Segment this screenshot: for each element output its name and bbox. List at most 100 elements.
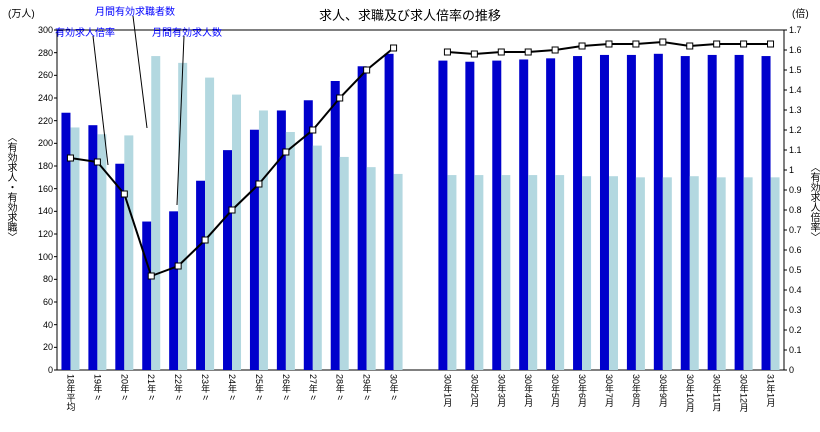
ratio-marker [201, 236, 209, 244]
left-axis-tick-label: 0 [47, 365, 53, 375]
right-axis-tick-label: 1.2 [789, 125, 802, 135]
bar-job-seekers [366, 167, 376, 370]
right-axis-tick-label: 0.9 [789, 185, 802, 195]
ratio-marker [578, 42, 586, 50]
bar-job-seekers [770, 177, 780, 370]
bar-job-offers [142, 221, 152, 370]
right-axis-tick-label: 0.8 [789, 205, 802, 215]
bar-job-seekers [178, 62, 188, 370]
bar-job-seekers [70, 127, 80, 370]
x-axis-category-label: 25年〃 [253, 374, 264, 403]
annotation-ratio-label: 有効求人倍率 [55, 28, 115, 39]
ratio-marker [605, 40, 613, 48]
plot-area [56, 29, 785, 371]
right-axis-tick-label: 0 [789, 365, 795, 375]
bar-job-offers [249, 129, 259, 370]
x-axis-category-label: 30年〃 [388, 374, 399, 403]
bar-job-offers [465, 61, 475, 370]
bar-job-seekers [474, 175, 484, 370]
x-axis-category-label: 27年〃 [307, 374, 318, 403]
bar-job-offers [276, 110, 286, 370]
bar-job-seekers [205, 77, 215, 370]
x-axis-category-label: 30年6月 [577, 374, 588, 408]
x-axis-category-label: 30年1月 [442, 374, 453, 408]
left-axis-tick-label: 280 [37, 47, 53, 58]
right-axis-tick-label: 0.7 [789, 225, 802, 235]
left-axis-tick-label: 120 [37, 229, 53, 239]
x-axis-category-label: 30年10月 [684, 374, 695, 413]
bar-job-offers [546, 58, 556, 370]
bar-job-offers [357, 66, 367, 371]
bar-job-offers [599, 54, 609, 370]
bar-job-offers [438, 60, 448, 370]
left-axis-title: 〈有効求人・有効求職〉 [5, 132, 16, 242]
x-axis-category-label: 28年〃 [334, 374, 345, 403]
ratio-marker [120, 190, 128, 198]
bar-job-seekers [232, 94, 242, 370]
bar-job-offers [303, 100, 313, 371]
bar-job-offers [384, 53, 394, 371]
right-axis-unit: (倍) [792, 9, 809, 20]
x-axis-category-label: 23年〃 [200, 374, 211, 403]
bar-job-offers [223, 150, 233, 370]
ratio-marker [686, 42, 694, 50]
right-axis-tick-label: 0.5 [789, 265, 802, 275]
bar-job-seekers [528, 175, 538, 370]
bar-job-offers [707, 54, 717, 370]
x-axis-category-label: 19年〃 [92, 374, 103, 403]
x-axis-category-label: 30年8月 [630, 374, 641, 408]
bar-job-offers [492, 60, 502, 370]
x-axis-category-label: 22年〃 [173, 374, 184, 403]
bar-job-seekers [97, 134, 107, 370]
x-axis-category-label: 30年7月 [603, 374, 614, 408]
annotation-seekers-label: 月間有効求職者数 [95, 7, 175, 18]
annotation-offers-label: 月間有効求人数 [152, 28, 222, 39]
bar-job-seekers [582, 176, 592, 370]
bar-job-seekers [689, 176, 699, 370]
left-axis-tick-label: 60 [42, 297, 53, 307]
left-axis-tick-label: 260 [37, 70, 53, 81]
ratio-marker [767, 40, 775, 48]
ratio-marker [147, 272, 155, 280]
x-axis-category-label: 30年11月 [711, 374, 722, 412]
bar-job-seekers [124, 135, 134, 370]
right-axis-tick-label: 0.6 [789, 245, 802, 255]
bar-job-offers [573, 56, 583, 371]
bar-job-offers [653, 53, 663, 371]
ratio-marker [740, 40, 748, 48]
bar-job-seekers [258, 110, 268, 370]
bar-job-offers [734, 54, 744, 370]
left-axis-tick-label: 180 [37, 161, 53, 171]
bar-job-offers [626, 54, 636, 370]
bar-job-seekers [716, 177, 726, 370]
ratio-marker [443, 48, 451, 56]
bar-job-offers [196, 180, 206, 370]
ratio-marker [309, 126, 317, 134]
left-axis-tick-label: 40 [42, 319, 53, 330]
right-axis-tick-label: 0.1 [789, 345, 802, 355]
left-axis-unit: (万人) [8, 9, 35, 20]
left-axis-tick-label: 240 [37, 93, 53, 103]
left-axis-tick-label: 160 [37, 183, 53, 194]
ratio-marker [713, 40, 721, 48]
x-axis-category-label: 30年4月 [523, 374, 534, 408]
annotation-leader-line [92, 35, 109, 166]
ratio-marker [524, 48, 532, 56]
right-axis-tick-label: 1.4 [789, 85, 802, 95]
bar-job-seekers [151, 56, 161, 371]
ratio-marker [336, 94, 344, 102]
right-axis-tick-label: 1.6 [789, 45, 802, 55]
ratio-marker [282, 148, 290, 156]
ratio-marker [390, 44, 398, 52]
bar-job-offers [115, 163, 125, 370]
bar-job-seekers [743, 177, 753, 370]
bar-job-seekers [635, 177, 645, 370]
bar-job-offers [330, 81, 340, 370]
ratio-marker [93, 158, 101, 166]
ratio-marker [551, 46, 559, 54]
right-axis-title: 〈有効求人倍率〉 [808, 162, 819, 242]
x-axis-category-label: 31年1月 [765, 374, 776, 408]
x-axis-category-label: 29年〃 [361, 374, 372, 403]
chart-title: 求人、求職及び求人倍率の推移 [318, 8, 501, 23]
right-axis-tick-label: 1.3 [789, 105, 802, 115]
